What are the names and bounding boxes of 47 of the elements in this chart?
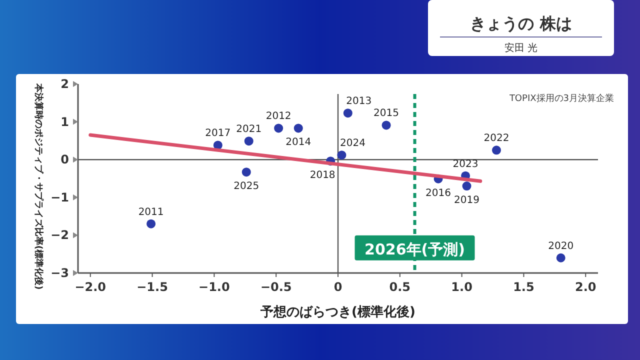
annotation: TOPIX採用の3月決算企業	[508, 93, 614, 104]
point	[343, 108, 352, 118]
x-tick-label: −1.0	[198, 280, 230, 294]
y-tick-label: −1	[50, 190, 69, 204]
annotation: 2022	[484, 133, 510, 144]
chart-title: きょうの 株は	[470, 14, 572, 33]
annotation: 2019	[454, 195, 480, 206]
point	[242, 168, 251, 177]
point	[294, 124, 303, 133]
y-tick-label: 1	[60, 114, 69, 129]
point	[492, 146, 501, 155]
annotation: 2017	[205, 128, 231, 140]
x-axis-title: 予想のばらつき(標準化後)	[260, 304, 416, 320]
point	[244, 136, 254, 146]
x-tick-label: 1.5	[513, 280, 534, 294]
annotation: 2015	[374, 108, 400, 120]
annotation: 2013	[346, 96, 372, 108]
x-tick-label: −0.5	[260, 280, 292, 294]
x-tick-label: −1.5	[136, 280, 168, 294]
point	[556, 253, 566, 262]
annotation: 2021	[236, 124, 262, 136]
annotation: 2023	[452, 158, 478, 170]
annotation: 2020	[548, 240, 574, 252]
x-tick-label: 1.0	[451, 280, 472, 294]
point	[146, 219, 156, 228]
y-axis-title: 本決算時のポジティブ・サプライズ比率(標準化後)	[33, 82, 44, 290]
chart-subtitle: 安田 光	[504, 42, 538, 54]
annotation: 2011	[138, 206, 164, 218]
y-tick-label: 0	[60, 152, 69, 167]
annotation: 2016	[426, 188, 452, 199]
y-tick-label: 2	[60, 77, 69, 91]
point	[337, 150, 346, 160]
annotation: 2024	[340, 138, 366, 150]
y-tick-label: −2	[50, 228, 69, 242]
ref-line-label: 2026年(予測)	[364, 240, 465, 258]
x-tick-label: −2.0	[74, 280, 106, 294]
annotation: 2018	[310, 170, 336, 182]
annotation: 2012	[266, 111, 292, 122]
x-tick-label: 0.5	[389, 280, 411, 294]
x-tick-label: 2.0	[574, 280, 596, 294]
point	[382, 120, 391, 130]
point	[462, 182, 472, 191]
annotation: 2025	[234, 181, 260, 192]
annotation: 2014	[286, 137, 312, 148]
point	[274, 124, 284, 133]
x-tick-label: 0	[334, 280, 342, 294]
y-tick-label: −3	[50, 266, 69, 280]
